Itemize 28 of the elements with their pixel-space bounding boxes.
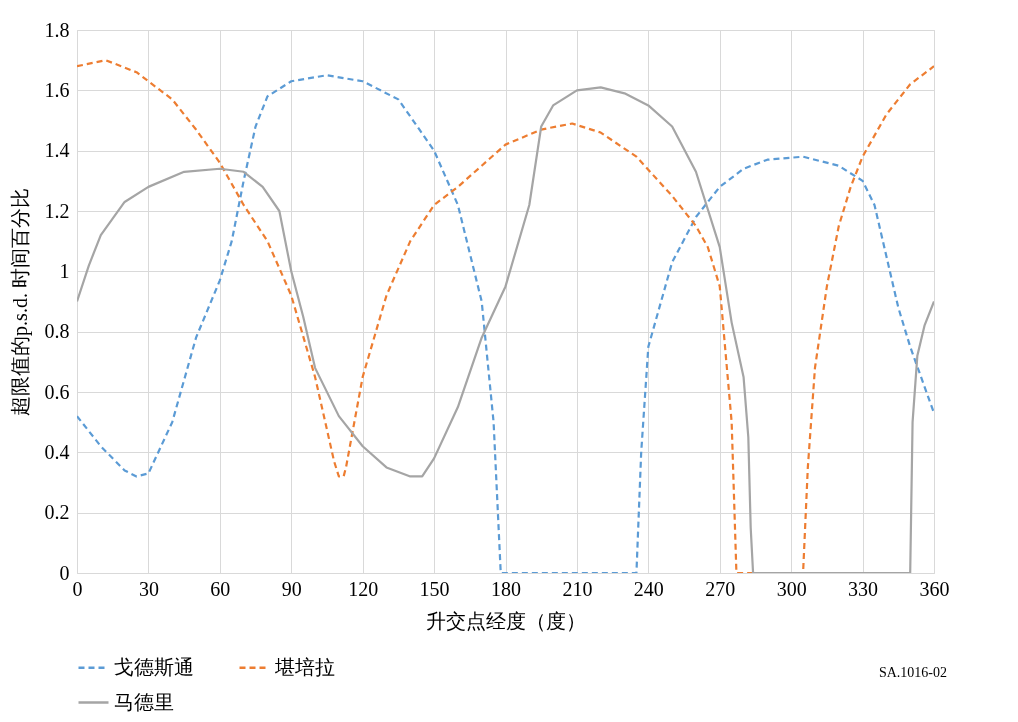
text: SA.1016-02 xyxy=(878,665,947,680)
y-tick-label: 1 xyxy=(59,259,70,282)
x-tick-label: 270 xyxy=(705,577,736,600)
x-tick-label: 90 xyxy=(281,577,302,600)
x-tick-label: 330 xyxy=(848,577,879,600)
x-tick-label: 150 xyxy=(419,577,450,600)
x-tick-label: 210 xyxy=(562,577,593,600)
legend-label: 戈德斯通 xyxy=(114,655,194,678)
y-axis-title: 超限值的p.s.d. 时间百分比 xyxy=(8,188,32,416)
y-tick-label: 0 xyxy=(59,561,70,584)
y-tick-label: 1.2 xyxy=(44,199,70,222)
x-tick-label: 360 xyxy=(919,577,950,600)
y-tick-label: 1.6 xyxy=(44,78,70,101)
y-tick-label: 0.6 xyxy=(44,380,70,403)
x-tick-label: 240 xyxy=(633,577,664,600)
x-axis-title: 升交点经度（度） xyxy=(426,609,586,632)
y-tick-label: 0.8 xyxy=(44,320,70,343)
x-tick-label: 180 xyxy=(491,577,521,600)
legend-label: 堪培拉 xyxy=(274,655,335,678)
y-tick-label: 0.2 xyxy=(44,501,70,524)
y-tick-label: 1.8 xyxy=(44,18,70,41)
x-tick-label: 60 xyxy=(210,577,231,600)
y-tick-label: 0.4 xyxy=(44,440,70,463)
x-tick-label: 300 xyxy=(776,577,807,600)
legend-label: 马德里 xyxy=(114,690,174,713)
x-tick-label: 30 xyxy=(138,577,159,600)
y-tick-label: 1.4 xyxy=(44,139,70,162)
x-tick-label: 120 xyxy=(348,577,379,600)
